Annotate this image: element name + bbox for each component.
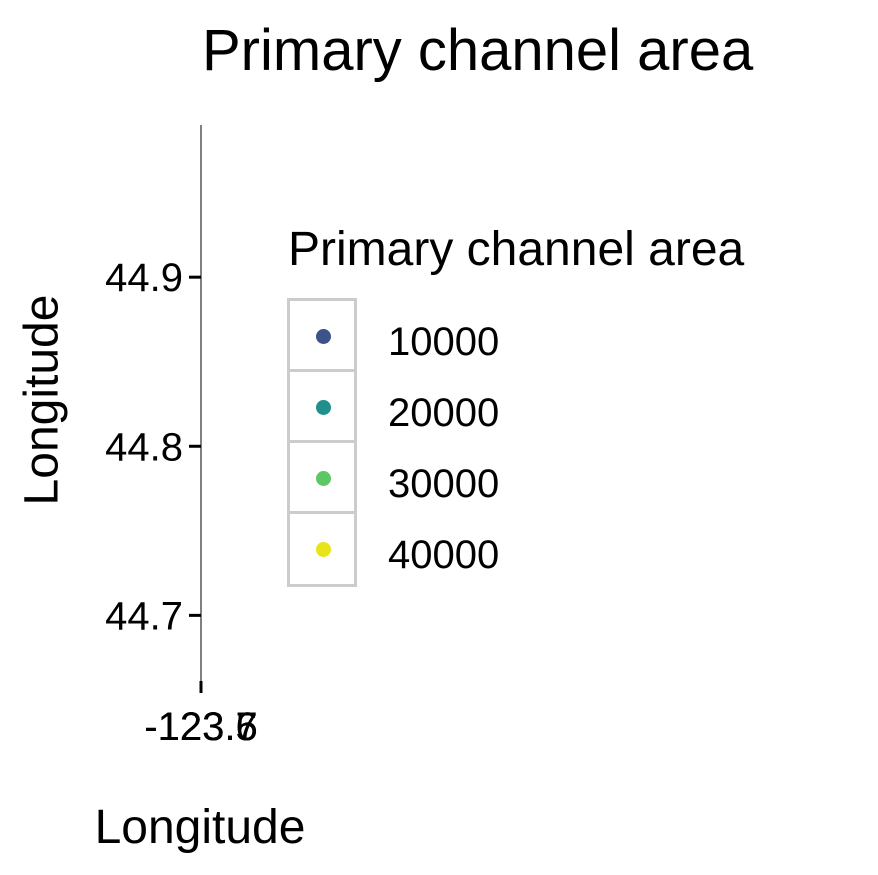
x-tick-label: -123.7	[144, 705, 257, 749]
legend-key	[290, 514, 354, 585]
legend-label: 20000	[388, 391, 500, 435]
x-tick-label: -123.6	[144, 705, 257, 749]
legend-label: 30000	[388, 462, 500, 506]
legend-label: 10000	[388, 320, 500, 364]
legend-key	[290, 301, 354, 372]
legend-box	[287, 298, 357, 587]
legend-dot	[316, 329, 331, 344]
legend-dot	[316, 542, 331, 557]
legend-title: Primary channel area	[288, 223, 745, 276]
y-tick-label: 44.9	[105, 256, 183, 300]
x-tick-label: -123.5	[144, 705, 257, 749]
x-axis-label: Longitude	[94, 801, 306, 854]
chart-title: Primary channel area	[202, 18, 754, 83]
legend-dot	[316, 471, 331, 486]
y-tick-label: 44.7	[105, 594, 183, 638]
legend-label: 40000	[388, 533, 500, 577]
legend-key	[290, 372, 354, 443]
legend-key	[290, 443, 354, 514]
legend-dot	[316, 400, 331, 415]
y-tick-label: 44.8	[105, 425, 183, 469]
